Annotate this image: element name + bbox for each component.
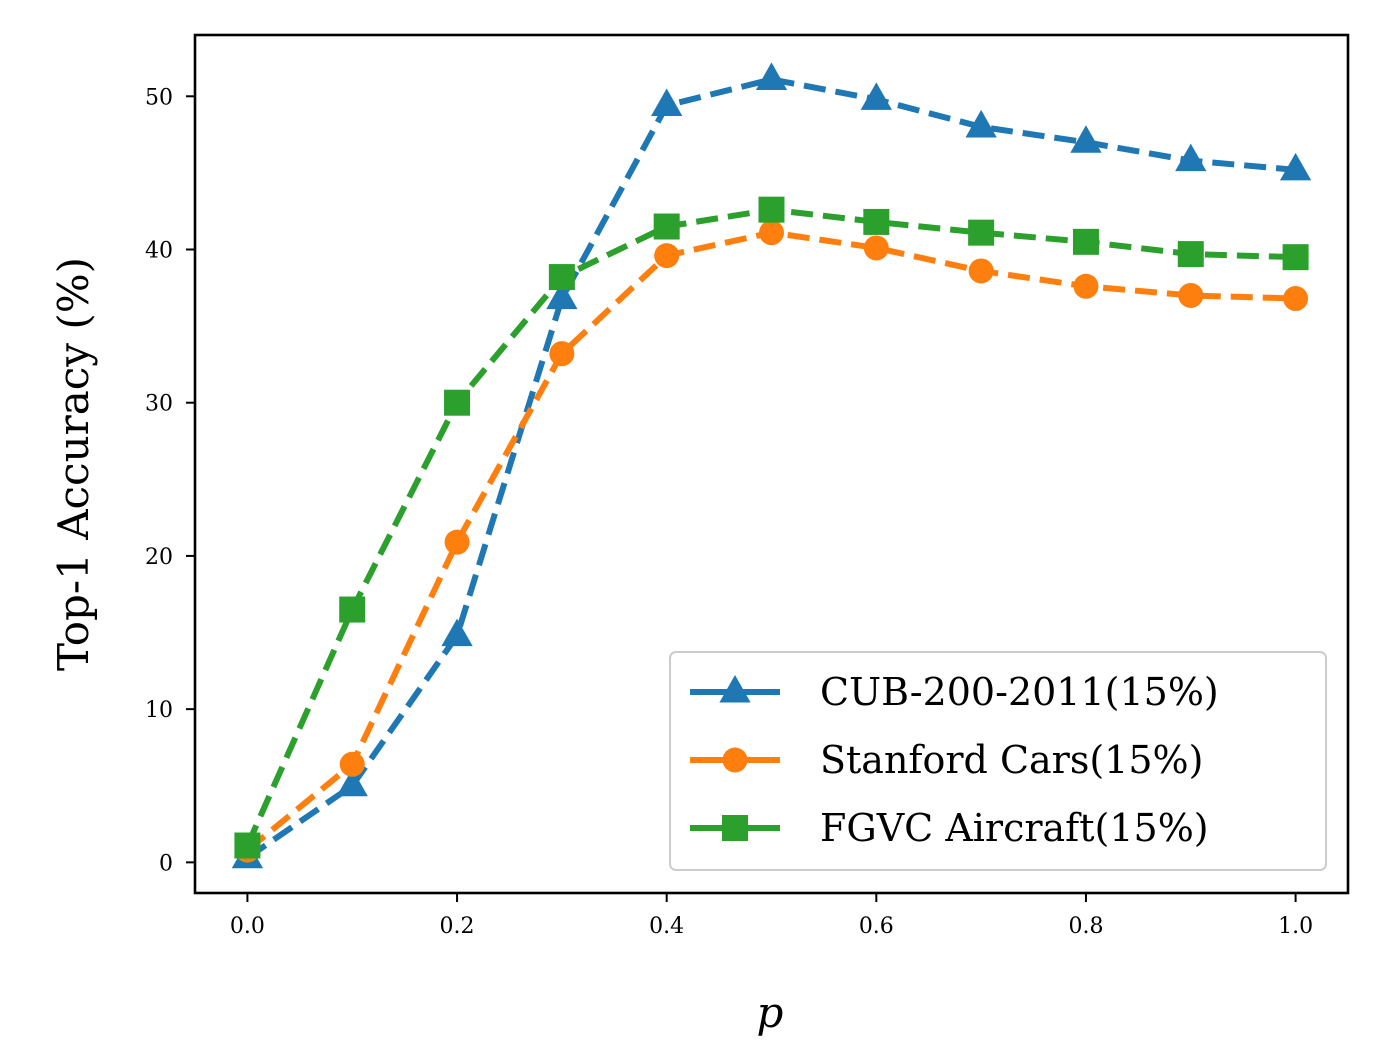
series-2: [234, 220, 1309, 863]
x-tick-label: 0.0: [230, 914, 265, 939]
data-point: [1070, 125, 1102, 153]
data-point: [234, 832, 261, 859]
data-point: [863, 235, 889, 261]
legend-marker: [722, 815, 748, 841]
data-point: [444, 389, 471, 416]
series-1: [231, 62, 1312, 869]
data-point: [651, 88, 683, 117]
series-3: [234, 196, 1309, 859]
y-tick-label: 40: [145, 239, 173, 264]
data-point: [863, 208, 890, 235]
x-tick-label: 0.4: [649, 914, 684, 939]
data-point: [1282, 244, 1309, 271]
legend-marker: [722, 747, 748, 773]
y-tick-label: 30: [145, 392, 173, 417]
data-point: [1177, 241, 1204, 268]
data-point: [860, 82, 892, 110]
legend-label: Stanford Cars(15%): [820, 738, 1203, 782]
legend-item: CUB-200-2011(15%): [690, 670, 1219, 714]
x-tick-label: 0.6: [859, 914, 894, 939]
legend-item: Stanford Cars(15%): [690, 738, 1203, 782]
legend-label: CUB-200-2011(15%): [820, 670, 1219, 714]
data-point: [549, 341, 575, 367]
data-point: [1073, 273, 1099, 299]
axes-frame: [193, 33, 1350, 895]
data-point: [1175, 143, 1207, 172]
data-point: [755, 62, 788, 90]
data-point: [1283, 286, 1309, 312]
x-axis: 0.0 0.2 0.4 0.6 0.8 1.0: [230, 893, 1313, 939]
data-point: [968, 219, 995, 246]
legend-item: FGVC Aircraft(15%): [690, 806, 1209, 850]
data-point: [965, 109, 997, 138]
y-tick-label: 20: [145, 545, 173, 570]
data-point: [441, 618, 473, 647]
data-point: [759, 220, 784, 246]
data-point: [336, 768, 368, 797]
legend-marker: [719, 675, 751, 703]
x-tick-label: 0.8: [1068, 914, 1103, 939]
data-point: [758, 196, 785, 223]
data-point: [548, 264, 575, 291]
legend-box: [669, 651, 1327, 871]
data-point: [339, 751, 365, 777]
series-line: [245, 76, 1296, 861]
data-point: [654, 243, 680, 269]
y-axis-title: Top-1 Accuracy (%): [49, 257, 98, 671]
data-point: [1279, 152, 1312, 181]
legend: CUB-200-2011(15%) Stanford Cars(15%) FGVC …: [669, 651, 1327, 871]
data-point: [968, 258, 994, 284]
x-tick-label: 0.2: [440, 914, 475, 939]
data-point: [444, 529, 470, 555]
legend-label: FGVC Aircraft(15%): [820, 806, 1209, 850]
y-tick-label: 50: [145, 85, 173, 110]
x-axis-title: p: [757, 988, 784, 1037]
data-point: [653, 213, 680, 240]
plot-area: [231, 62, 1312, 869]
data-point: [339, 596, 366, 623]
data-point: [546, 281, 578, 310]
data-point: [1178, 282, 1204, 308]
y-tick-label: 10: [145, 698, 173, 723]
y-tick-label: 0: [159, 851, 173, 876]
y-axis: 0 10 20 30 40 50: [145, 85, 195, 876]
data-point: [1072, 228, 1099, 255]
x-tick-label: 1.0: [1278, 914, 1313, 939]
